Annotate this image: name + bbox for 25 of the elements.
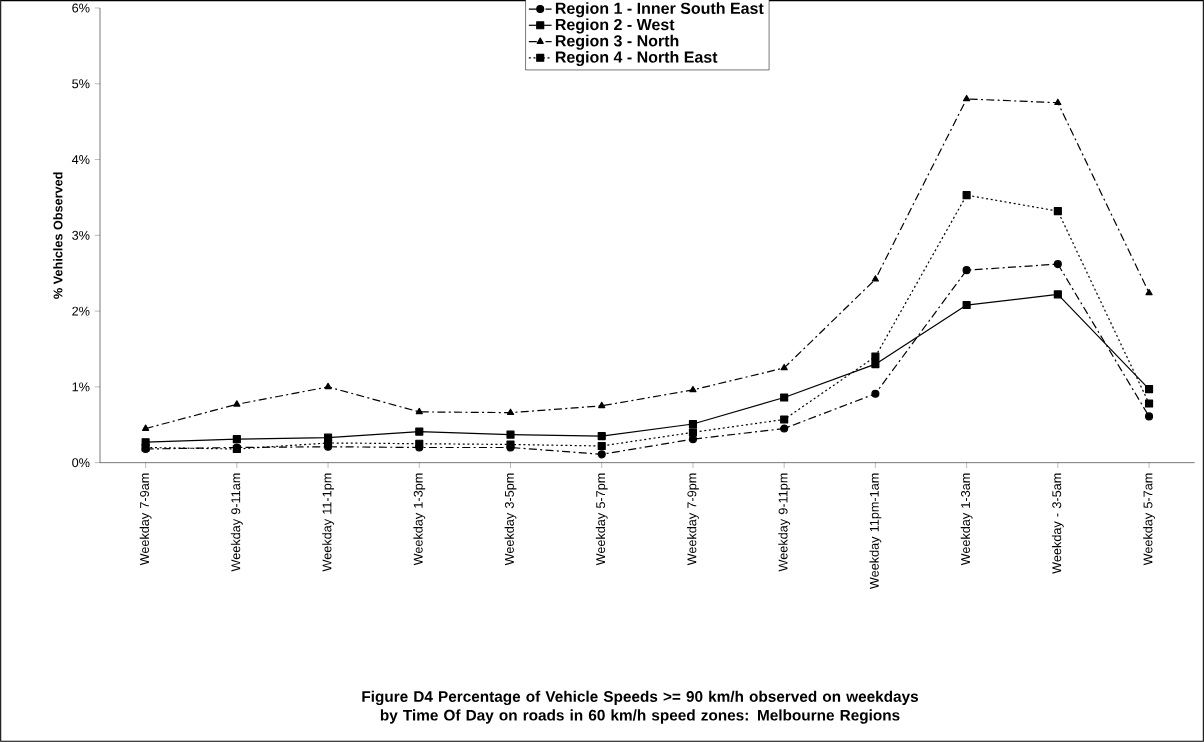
x-tick-label: Weekday - 3-5am — [1051, 473, 1064, 574]
y-tick-label: 4% — [71, 155, 90, 164]
x-tick-label: Weekday 9-11pm — [778, 473, 791, 572]
legend-label: Region 2 - West — [555, 18, 675, 34]
legend-label: Region 4 - North East — [555, 51, 718, 66]
x-tick-label: Weekday 5-7pm — [595, 473, 608, 566]
legend-label: Region 3 - North — [555, 34, 679, 50]
y-tick-label: 1% — [72, 382, 90, 392]
x-tick-label: Weekday 1-3pm — [413, 473, 426, 566]
y-tick-label: 0% — [72, 458, 90, 468]
y-tick-label: 3% — [72, 230, 90, 240]
legend-label: Region 1 - Inner South East — [555, 2, 764, 18]
y-axis-title: % Vehicles Observed — [53, 172, 63, 299]
x-tick-label: Weekday 7-9pm — [687, 473, 699, 566]
x-tick-label: Weekday 5-7am — [1143, 473, 1155, 566]
x-tick-label: Weekday 11-1pm — [322, 473, 334, 572]
x-tick-label: Weekday 7-9am — [139, 473, 152, 566]
x-tick-label: Weekday 3-5pm — [504, 473, 517, 566]
y-tick-label: 5% — [72, 79, 90, 89]
y-tick-label: 2% — [72, 306, 90, 316]
text: Figure D4 Percentage of Vehicle Speeds >= 90 km/h observed on weekdays by Time Of Day on roads in 60 km/h speed zones: Melbourne Regions — [362, 690, 919, 724]
x-tick-label: Weekday 9-11am — [230, 473, 243, 572]
x-tick-label: Weekday 11pm-1am — [869, 473, 882, 590]
x-tick-label: Weekday 1-3am — [960, 473, 973, 566]
y-tick-label: 6% — [72, 3, 90, 13]
